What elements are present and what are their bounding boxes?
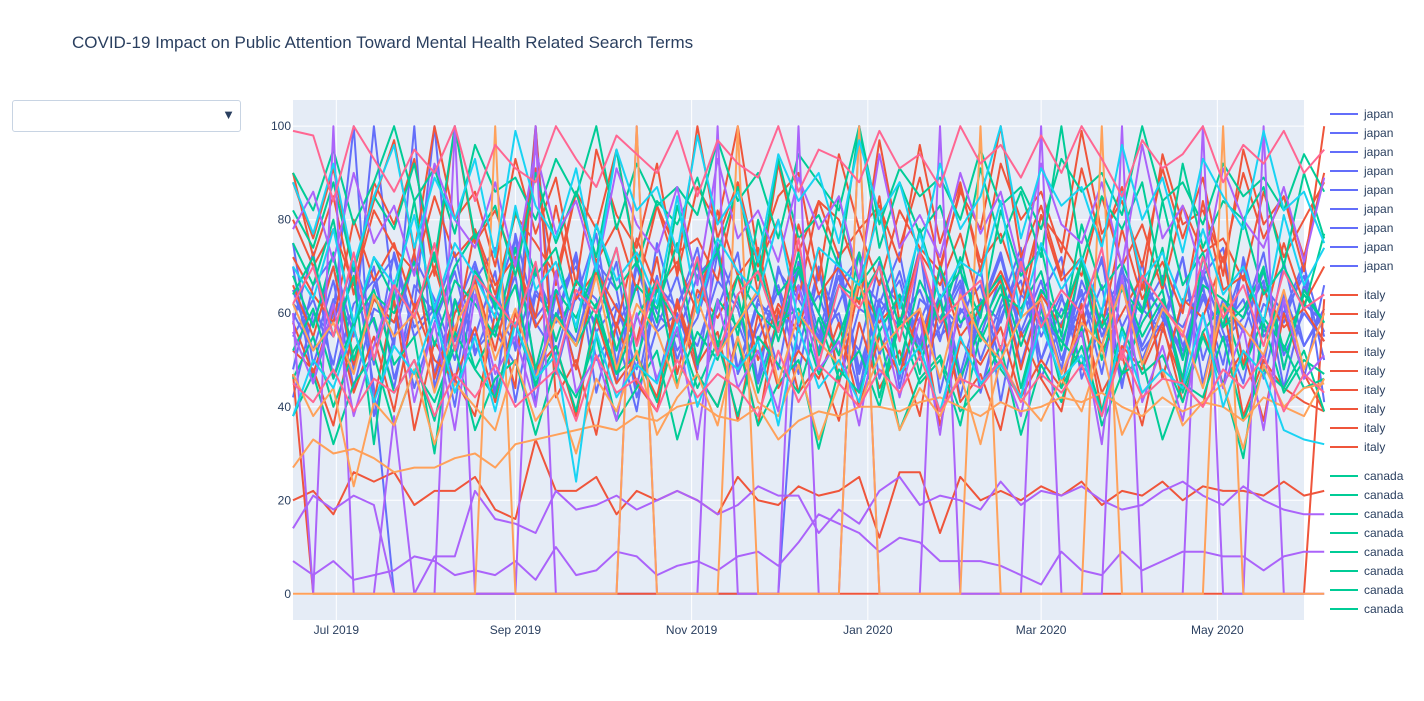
legend-item-japan[interactable]: japan [1330,183,1393,197]
legend-label: italy [1364,364,1385,378]
series-line-39[interactable] [292,237,1325,371]
series-line-37[interactable] [292,190,1326,329]
series-line-26[interactable] [292,475,1325,595]
legend-item-japan[interactable]: japan [1330,164,1393,178]
y-tick-label: 0 [284,587,291,601]
legend-label: japan [1363,202,1393,216]
legend-item-canada[interactable]: canada [1330,526,1404,540]
legend-item-japan[interactable]: japan [1330,107,1393,121]
x-tick-label: Jan 2020 [843,623,893,637]
x-tick-label: Sep 2019 [490,623,542,637]
series-layer [292,125,1326,595]
series-line-7[interactable] [292,125,1326,398]
legend-item-canada[interactable]: canada [1330,602,1404,616]
x-tick-label: Mar 2020 [1016,623,1067,637]
legend-item-canada[interactable]: canada [1330,469,1404,483]
y-tick-label: 40 [278,400,292,414]
legend-item-canada[interactable]: canada [1330,564,1404,578]
series-line-36[interactable] [292,307,1325,483]
legend-item-italy[interactable]: italy [1330,440,1385,454]
legend-label: canada [1364,488,1404,502]
chevron-down-icon[interactable]: ▼ [222,107,235,122]
legend-label: japan [1363,240,1393,254]
legend-label: italy [1364,326,1385,340]
legend-label: japan [1363,183,1393,197]
legend-label: canada [1364,507,1404,521]
legend-label: japan [1363,259,1393,273]
series-line-27[interactable] [292,513,1325,586]
y-tick-label: 100 [271,119,291,133]
legend-label: canada [1364,602,1404,616]
legend-item-italy[interactable]: italy [1330,307,1385,321]
legend-label: canada [1364,469,1404,483]
legend-item-japan[interactable]: japan [1330,126,1393,140]
legend-label: japan [1363,221,1393,235]
legend-label: canada [1364,526,1404,540]
legend-label: canada [1364,545,1404,559]
legend-label: canada [1364,564,1404,578]
series-line-35[interactable] [292,125,1326,273]
series-line-38[interactable] [292,125,1325,202]
legend-item-canada[interactable]: canada [1330,583,1404,597]
legend-item-italy[interactable]: italy [1330,345,1385,359]
legend-item-italy[interactable]: italy [1330,383,1385,397]
legend-item-italy[interactable]: italy [1330,402,1385,416]
x-axis: Jul 2019 Sep 2019 Nov 2019 Jan 2020 Mar 2020… [314,623,1244,637]
series-line-30[interactable] [292,143,1326,287]
legend-item-italy[interactable]: italy [1330,326,1385,340]
series-line-31[interactable] [292,382,1325,474]
legend-label: japan [1363,126,1393,140]
country-dropdown[interactable]: ▼ [12,100,241,132]
legend-item-japan[interactable]: japan [1330,202,1393,216]
x-tick-label: May 2020 [1191,623,1244,637]
y-tick-label: 20 [278,493,292,507]
legend-item-canada[interactable]: canada [1330,545,1404,559]
legend-label: japan [1363,145,1393,159]
series-line-21[interactable] [292,125,1326,287]
legend-item-italy[interactable]: italy [1330,288,1385,302]
legend-item-japan[interactable]: japan [1330,259,1393,273]
legend-item-italy[interactable]: italy [1330,421,1385,435]
page-title: COVID-19 Impact on Public Attention Towa… [72,33,694,52]
y-tick-label: 80 [278,213,292,227]
legend-label: italy [1364,288,1385,302]
x-tick-label: Nov 2019 [666,623,718,637]
legend-label: italy [1364,345,1385,359]
legend-label: italy [1364,383,1385,397]
y-axis: 0 20 40 60 80 100 [271,119,291,601]
legend-item-canada[interactable]: canada [1330,507,1404,521]
legend-label: italy [1364,421,1385,435]
legend-label: italy [1364,307,1385,321]
y-tick-label: 60 [278,306,292,320]
series-line-22[interactable] [292,242,1326,380]
legend-item-japan[interactable]: japan [1330,240,1393,254]
series-line-34[interactable] [292,274,1326,394]
legend-item-japan[interactable]: japan [1330,221,1393,235]
legend-label: japan [1363,164,1393,178]
legend-label: japan [1363,107,1393,121]
legend-label: italy [1364,402,1385,416]
legend-item-italy[interactable]: italy [1330,364,1385,378]
legend-label: canada [1364,583,1404,597]
legend-item-japan[interactable]: japan [1330,145,1393,159]
legend[interactable]: japan japan japan japan japan japan japan japan… [1330,107,1404,616]
series-line-32[interactable] [293,125,1325,595]
series-line-18[interactable] [292,195,1326,338]
series-line-9[interactable] [292,438,1325,539]
legend-label: italy [1364,440,1385,454]
series-line-40[interactable] [292,349,1325,422]
legend-item-canada[interactable]: canada [1330,488,1404,502]
x-tick-label: Jul 2019 [314,623,360,637]
